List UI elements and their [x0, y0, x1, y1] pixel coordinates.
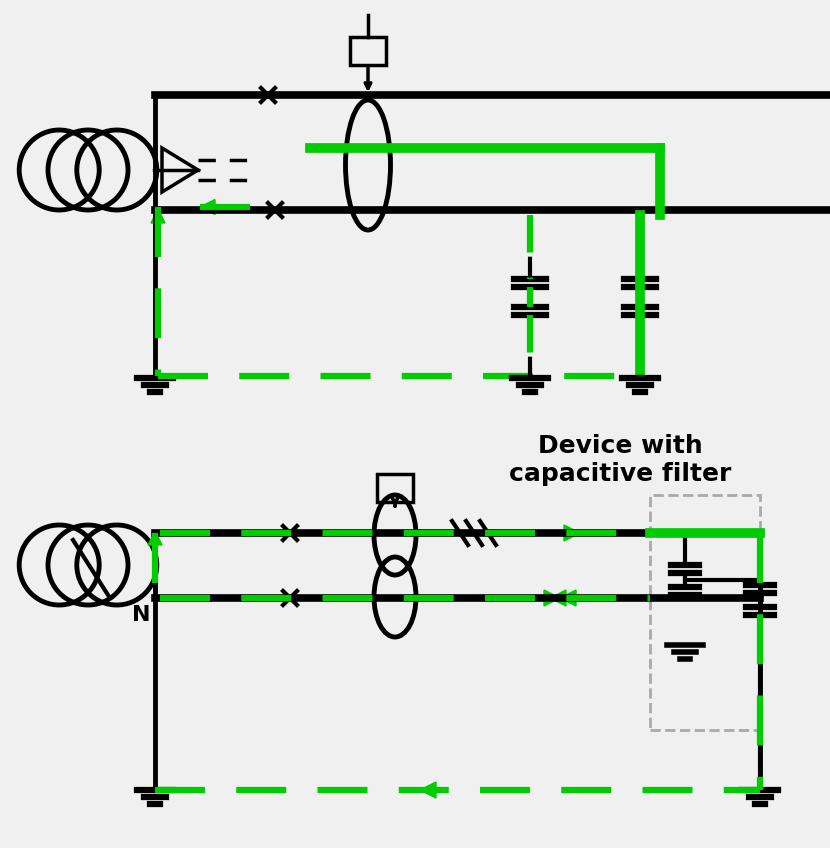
Polygon shape	[200, 199, 215, 215]
Text: Device with
capacitive filter: Device with capacitive filter	[509, 434, 731, 486]
Polygon shape	[564, 525, 580, 541]
Polygon shape	[550, 590, 566, 606]
Polygon shape	[420, 782, 436, 798]
Polygon shape	[544, 590, 560, 606]
Bar	[650, 495, 760, 730]
Text: N: N	[131, 605, 150, 625]
Bar	[350, 37, 386, 65]
Polygon shape	[148, 531, 162, 545]
Polygon shape	[151, 209, 165, 223]
Polygon shape	[560, 590, 576, 606]
Bar	[377, 474, 413, 502]
